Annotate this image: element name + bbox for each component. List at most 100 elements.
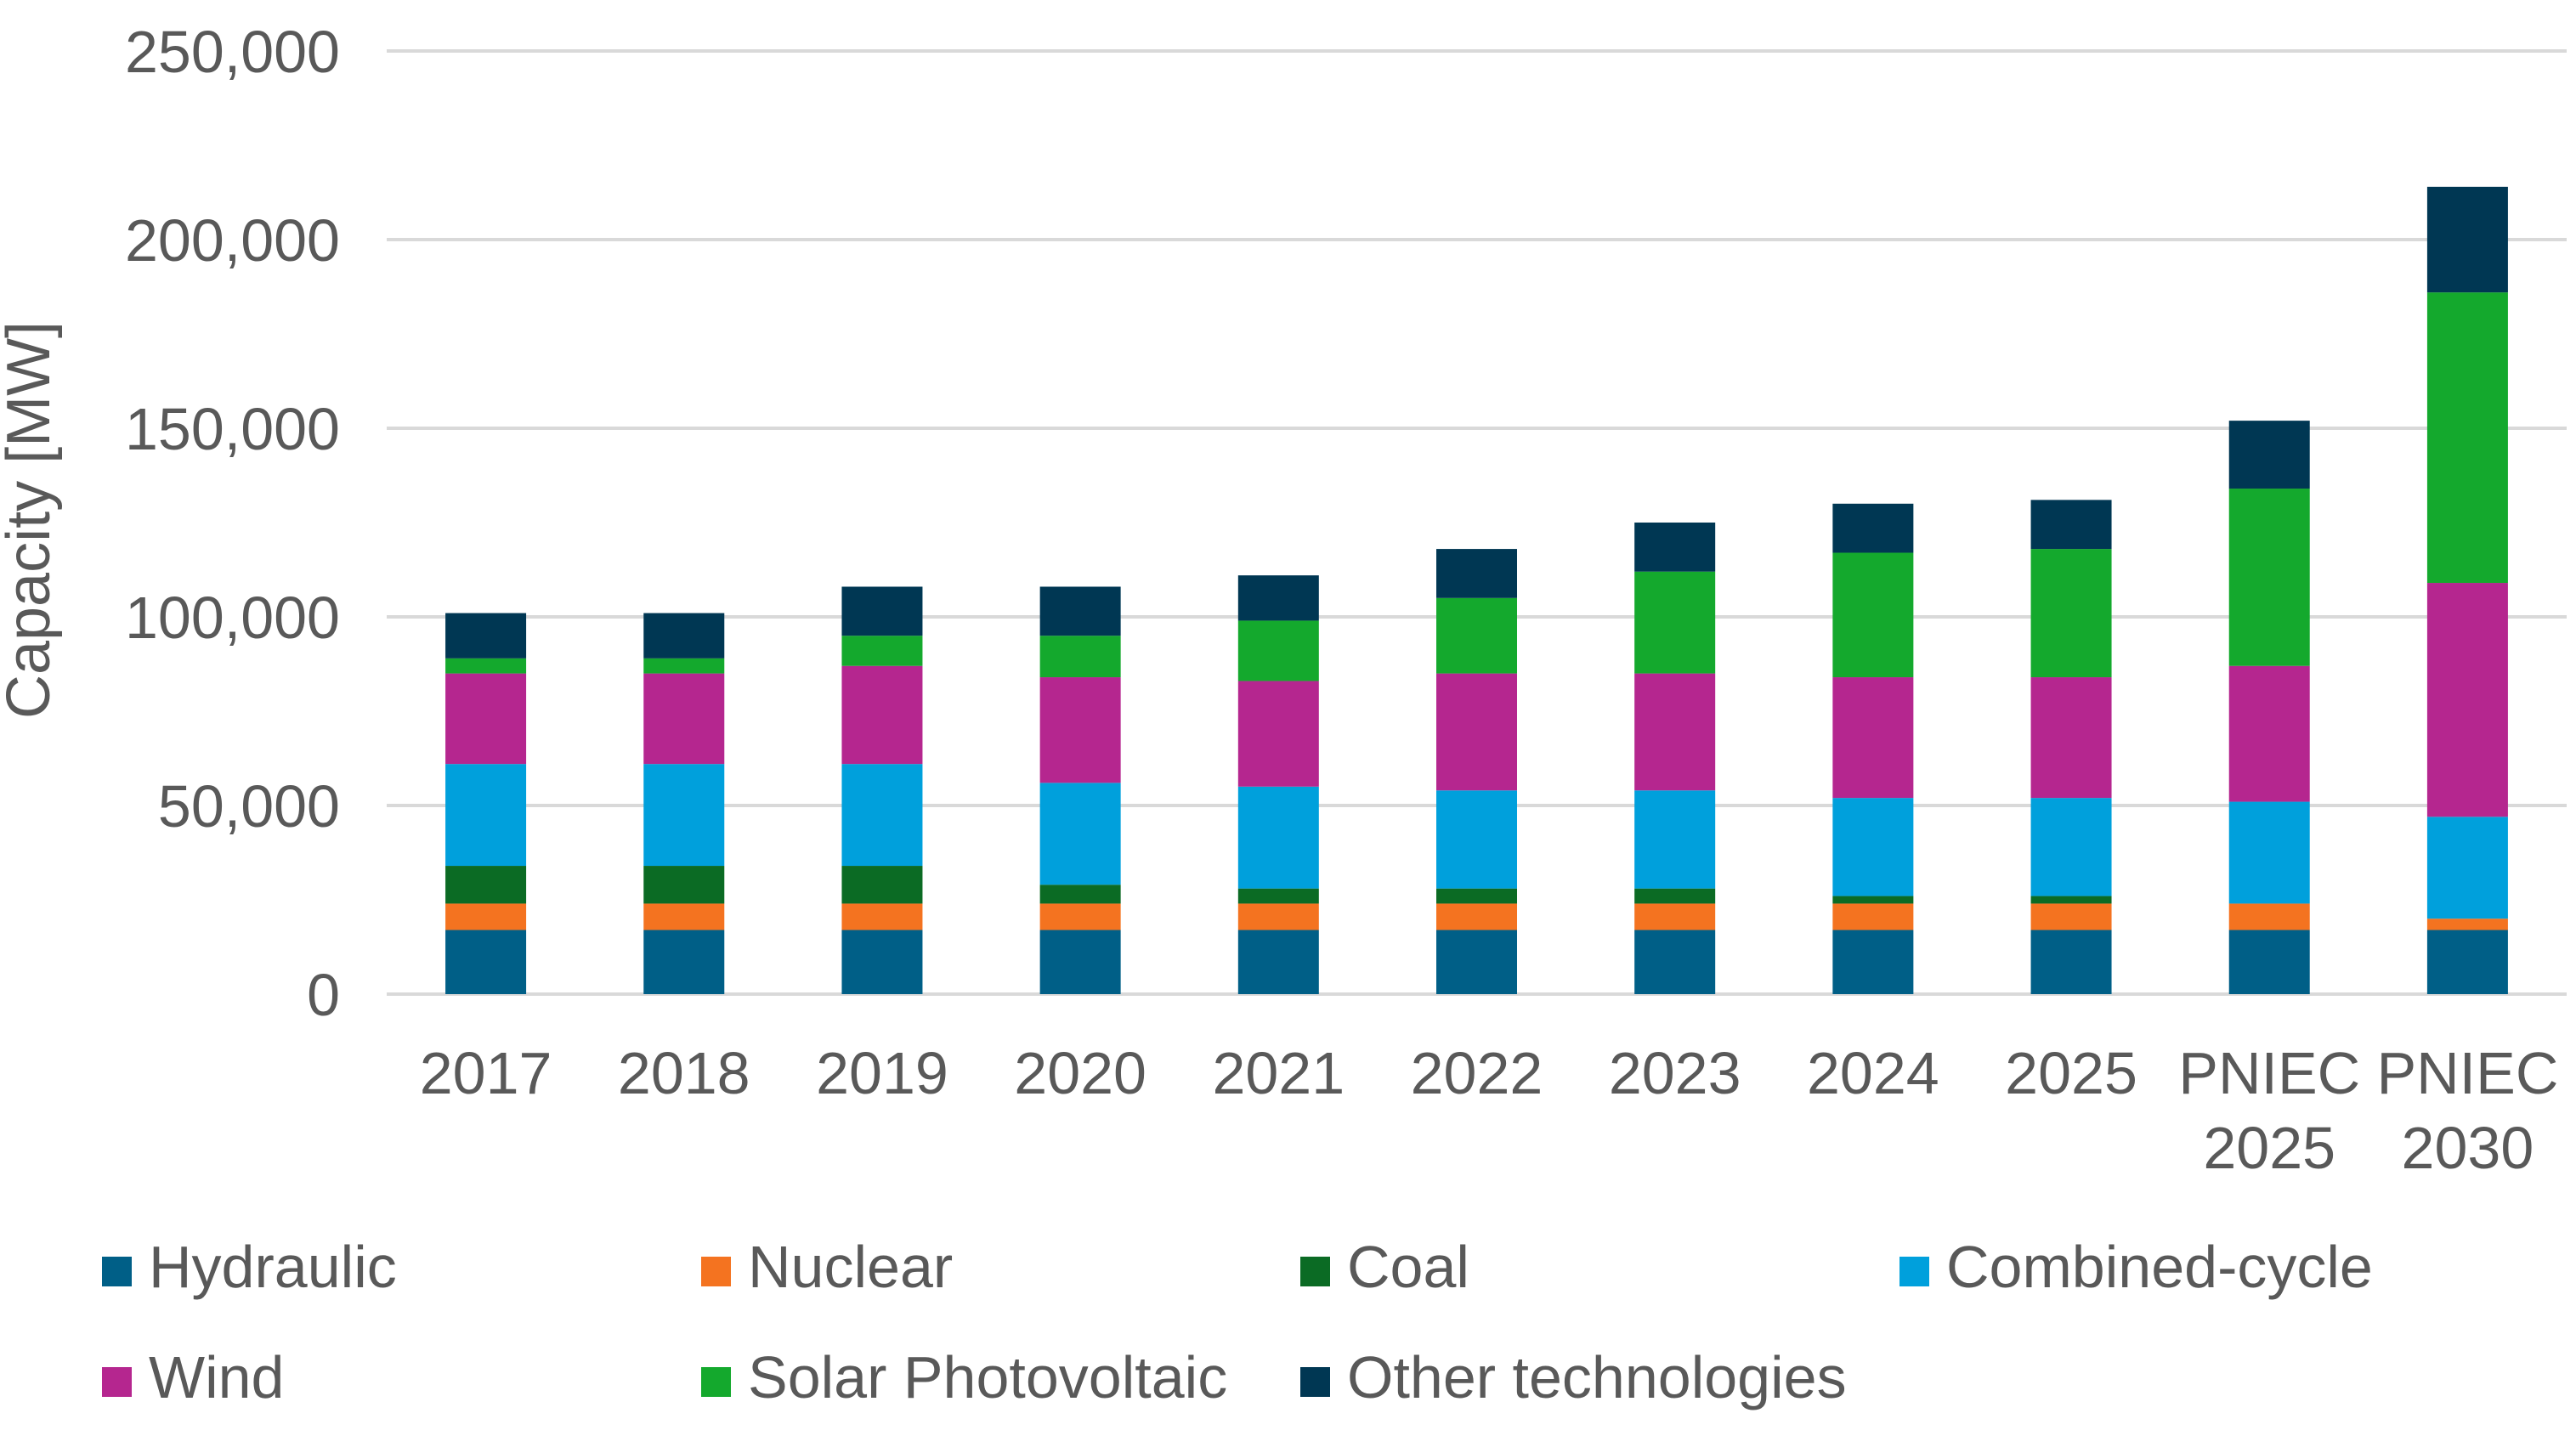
bar-segment (1039, 636, 1121, 678)
bar-segment (2426, 186, 2508, 293)
bar-segment (1237, 786, 1319, 889)
bar-segment (1634, 571, 1716, 674)
legend: Hydraulic Nuclear Coal Combined-cycle Wind So… (102, 1234, 2373, 1410)
bar-segment (841, 764, 923, 867)
bar-stack (2030, 500, 2112, 994)
bar-stack (445, 613, 527, 994)
bar-segment (2228, 665, 2310, 802)
bar-stack (1832, 503, 1914, 994)
legend-swatch (1300, 1257, 1330, 1286)
bar-segment (841, 665, 923, 765)
bar-segment (1436, 903, 1517, 930)
bar-segment (1039, 783, 1121, 885)
bar-segment (2030, 798, 2112, 896)
legend-swatch (1300, 1367, 1330, 1397)
bar-segment (841, 903, 923, 930)
bar-segment (1634, 790, 1716, 889)
bar-segment (643, 613, 725, 658)
legend-label: Nuclear (748, 1234, 953, 1300)
legend-item: Other technologies (1300, 1344, 1847, 1410)
legend-item: Hydraulic (102, 1234, 397, 1300)
legend-label: Other technologies (1347, 1344, 1847, 1410)
bar-segment (643, 903, 725, 930)
legend-label: Solar Photovoltaic (748, 1344, 1227, 1410)
bar-segment (445, 866, 527, 904)
legend-label: Wind (149, 1344, 284, 1410)
bar-stack (1039, 586, 1121, 994)
legend-label: Coal (1347, 1234, 1469, 1300)
bar-segment (445, 930, 527, 994)
x-tick-label: 2017 (420, 1040, 552, 1106)
x-tick-label: 2025 (2203, 1115, 2335, 1181)
bar-segment (1039, 586, 1121, 636)
bar-stack (1436, 549, 1517, 994)
legend-swatch (102, 1367, 132, 1397)
legend-item: Combined-cycle (1899, 1234, 2373, 1300)
bar-segment (841, 930, 923, 994)
bar-segment (1634, 930, 1716, 994)
x-tick-label: 2020 (1014, 1040, 1146, 1106)
y-axis-tick-labels: 0 50,000 100,000 150,000 200,000 250,000 (125, 19, 340, 1028)
legend-item: Wind (102, 1344, 284, 1410)
bar-segment (445, 673, 527, 765)
bar-segment (2228, 903, 2310, 930)
bar-segment (1237, 681, 1319, 787)
bar-segment (1832, 930, 1914, 994)
x-tick-label: PNIEC (2376, 1040, 2558, 1106)
bar-segment (643, 930, 725, 994)
bar-segment (1436, 790, 1517, 889)
bar-segment (841, 636, 923, 666)
y-tick-label: 0 (307, 962, 340, 1028)
bar-segment (1832, 552, 1914, 678)
bar-segment (445, 903, 527, 930)
bar-segment (2030, 549, 2112, 678)
legend-swatch (701, 1257, 731, 1286)
bar-segment (445, 613, 527, 658)
bar-segment (2426, 292, 2508, 584)
bar-segment (1832, 503, 1914, 553)
x-tick-label: 2025 (2005, 1040, 2137, 1106)
bar-stacks (445, 186, 2508, 994)
bar-segment (2426, 583, 2508, 817)
bar-segment (1237, 620, 1319, 681)
bar-stack (2228, 421, 2310, 994)
bar-segment (2030, 500, 2112, 550)
bar-segment (1436, 549, 1517, 598)
bar-segment (2228, 801, 2310, 904)
x-tick-label: 2021 (1212, 1040, 1345, 1106)
legend-swatch (102, 1257, 132, 1286)
bar-segment (2030, 930, 2112, 994)
bar-segment (2426, 817, 2508, 919)
bar-segment (1237, 903, 1319, 930)
bar-segment (841, 586, 923, 636)
bar-segment (2228, 489, 2310, 666)
x-tick-label: 2022 (1411, 1040, 1543, 1106)
bar-segment (841, 866, 923, 904)
y-tick-label: 200,000 (125, 207, 340, 274)
legend-label: Combined-cycle (1946, 1234, 2373, 1300)
bar-segment (643, 866, 725, 904)
legend-item: Coal (1300, 1234, 1469, 1300)
bar-segment (2426, 919, 2508, 930)
bar-segment (1634, 888, 1716, 904)
y-tick-label: 150,000 (125, 396, 340, 462)
x-tick-label: 2023 (1609, 1040, 1741, 1106)
legend-item: Solar Photovoltaic (701, 1344, 1227, 1410)
x-axis-tick-labels: 2017 2018 2019 2020 2021 2022 2023 2024 2025 PNIE… (420, 1040, 2559, 1181)
bar-segment (1634, 673, 1716, 791)
x-tick-label: PNIEC (2178, 1040, 2360, 1106)
y-tick-label: 50,000 (158, 773, 340, 839)
bar-segment (1436, 597, 1517, 674)
bar-segment (1237, 575, 1319, 621)
bar-segment (1237, 930, 1319, 994)
y-axis-label: Capacity [MW] (0, 321, 63, 719)
bar-segment (2228, 421, 2310, 489)
x-tick-label: 2024 (1807, 1040, 1939, 1106)
legend-swatch (1899, 1257, 1929, 1286)
bar-segment (1436, 930, 1517, 994)
bar-stack (1634, 523, 1716, 994)
legend-label: Hydraulic (149, 1234, 397, 1300)
bar-segment (643, 658, 725, 674)
bar-segment (2030, 677, 2112, 799)
